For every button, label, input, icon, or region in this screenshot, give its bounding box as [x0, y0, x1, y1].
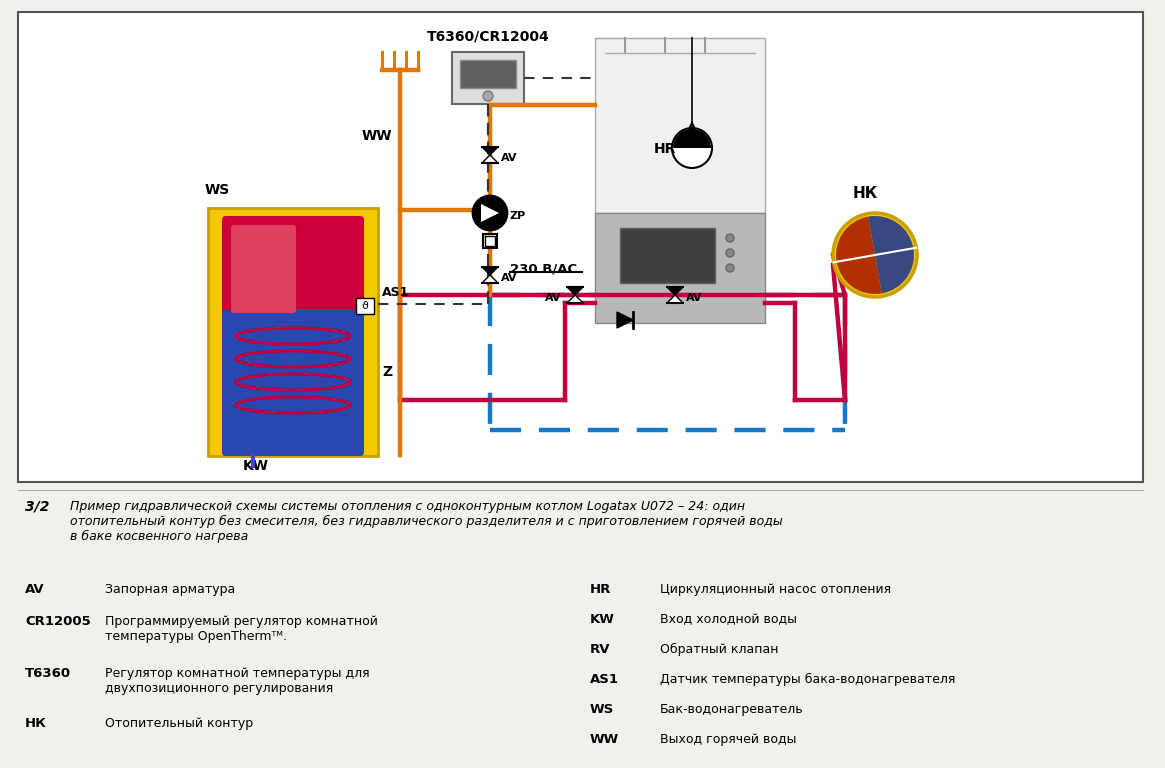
- Polygon shape: [482, 275, 497, 283]
- Text: Вход холодной воды: Вход холодной воды: [661, 613, 797, 626]
- Circle shape: [726, 249, 734, 257]
- Text: 230 В/AC: 230 В/AC: [510, 262, 577, 275]
- FancyBboxPatch shape: [231, 225, 296, 313]
- Text: ZP: ZP: [510, 211, 527, 221]
- Text: AS1: AS1: [382, 286, 409, 299]
- Text: WW: WW: [362, 129, 393, 143]
- FancyBboxPatch shape: [223, 310, 363, 456]
- Polygon shape: [481, 204, 499, 222]
- Circle shape: [833, 213, 917, 297]
- Circle shape: [726, 234, 734, 242]
- Text: HR: HR: [589, 583, 612, 596]
- Polygon shape: [567, 295, 582, 303]
- Wedge shape: [836, 217, 882, 294]
- Polygon shape: [567, 287, 582, 295]
- Bar: [17, 12, 1143, 482]
- Text: RV: RV: [589, 643, 610, 656]
- Text: 3/2: 3/2: [24, 500, 49, 514]
- Text: KW: KW: [589, 613, 615, 626]
- Polygon shape: [617, 312, 633, 328]
- Text: HR: HR: [654, 142, 677, 156]
- Text: НК: НК: [853, 186, 877, 201]
- Circle shape: [483, 91, 493, 101]
- Text: T6360: T6360: [24, 667, 71, 680]
- Polygon shape: [482, 267, 497, 275]
- Text: AV: AV: [501, 273, 517, 283]
- Circle shape: [476, 199, 504, 227]
- Text: AV: AV: [501, 153, 517, 163]
- Text: Бак-водонагреватель: Бак-водонагреватель: [661, 703, 804, 716]
- Polygon shape: [668, 287, 683, 295]
- Text: Пример гидравлической схемы системы отопления с одноконтурным котлом Logatax U07: Пример гидравлической схемы системы отоп…: [70, 500, 783, 543]
- Polygon shape: [482, 147, 497, 155]
- Bar: [595, 213, 765, 323]
- Text: Запорная арматура: Запорная арматура: [105, 583, 235, 596]
- Text: Выход горячей воды: Выход горячей воды: [661, 733, 797, 746]
- Text: CR12005: CR12005: [24, 615, 91, 628]
- Text: Регулятор комнатной температуры для
двухпозиционного регулирования: Регулятор комнатной температуры для двух…: [105, 667, 369, 695]
- Text: ϑ: ϑ: [361, 301, 368, 311]
- Text: KW: KW: [243, 459, 269, 473]
- Bar: [356, 298, 374, 314]
- FancyBboxPatch shape: [223, 216, 363, 326]
- Polygon shape: [482, 155, 497, 163]
- Circle shape: [672, 128, 712, 168]
- Text: Z: Z: [382, 365, 393, 379]
- Polygon shape: [668, 295, 683, 303]
- Text: AV: AV: [545, 293, 562, 303]
- Bar: [209, 208, 377, 456]
- Bar: [452, 52, 524, 104]
- Bar: [595, 38, 765, 213]
- Text: НК: НК: [24, 717, 47, 730]
- Text: WS: WS: [205, 183, 231, 197]
- Text: WW: WW: [589, 733, 620, 746]
- Wedge shape: [868, 216, 915, 293]
- Bar: [460, 60, 516, 88]
- Bar: [620, 228, 715, 283]
- Text: AV: AV: [24, 583, 44, 596]
- Text: Циркуляционный насос отопления: Циркуляционный насос отопления: [661, 583, 891, 596]
- Wedge shape: [673, 129, 711, 148]
- Text: Отопительный контур: Отопительный контур: [105, 717, 253, 730]
- Circle shape: [473, 196, 507, 230]
- Text: WS: WS: [589, 703, 614, 716]
- Text: AS1: AS1: [589, 673, 619, 686]
- Text: AV: AV: [686, 293, 702, 303]
- Text: T6360/CR12004: T6360/CR12004: [426, 30, 550, 44]
- Text: Датчик температуры бака-водонагревателя: Датчик температуры бака-водонагревателя: [661, 673, 955, 686]
- Text: Программируемый регулятор комнатной
температуры OpenThermᵀᴹ.: Программируемый регулятор комнатной темп…: [105, 615, 377, 643]
- Circle shape: [726, 264, 734, 272]
- Text: Обратный клапан: Обратный клапан: [661, 643, 778, 656]
- Bar: [483, 234, 497, 248]
